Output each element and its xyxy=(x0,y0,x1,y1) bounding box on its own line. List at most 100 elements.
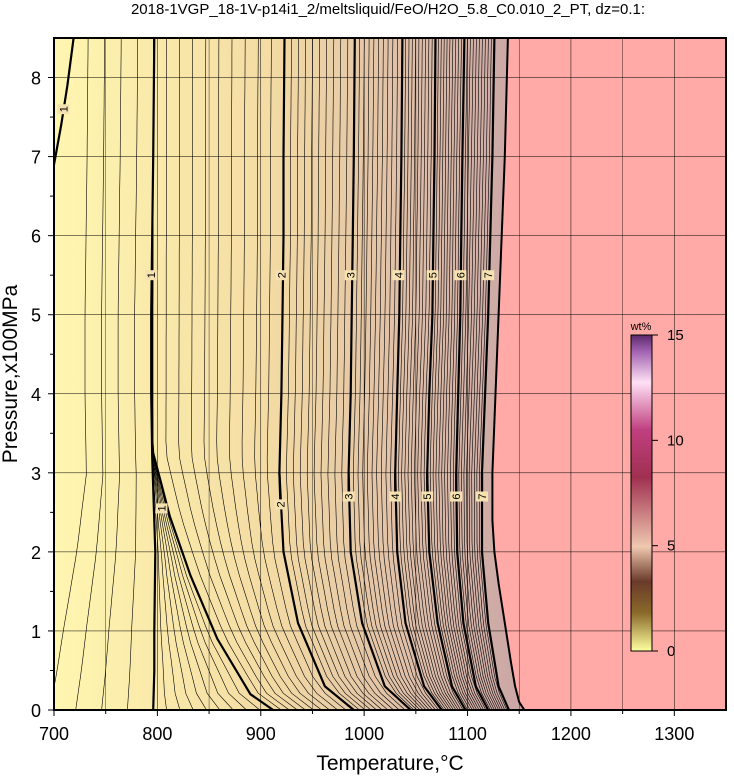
minor-contour-line xyxy=(468,38,499,710)
minor-contour-line xyxy=(229,38,322,710)
minor-contour-line xyxy=(410,38,454,710)
contour-label: 2 xyxy=(274,499,287,510)
y-tick-label: 2 xyxy=(31,543,41,563)
major-contour-line xyxy=(152,452,274,710)
minor-contour-line xyxy=(292,38,366,710)
minor-contour-line xyxy=(452,38,487,710)
major-contour-line xyxy=(150,38,157,710)
contour-label-bg xyxy=(392,270,405,281)
data-region xyxy=(54,38,525,710)
contour-label-text: 3 xyxy=(344,493,356,499)
contour-label-text: 1 xyxy=(146,272,158,278)
contour-label: 5 xyxy=(421,491,434,502)
contour-label-bg xyxy=(476,491,488,502)
y-axis-label: Pressure,x100MPa xyxy=(0,284,22,463)
chart-title: 2018-1VGP_18-1V-p14i1_2/meltsliquid/FeO/… xyxy=(131,1,645,18)
colorbar-tick-label: 15 xyxy=(667,327,684,344)
contour-label-text: 4 xyxy=(390,493,402,499)
contour-label-bg xyxy=(482,270,495,281)
minor-contour-line xyxy=(423,38,464,710)
minor-contour-line xyxy=(313,38,383,710)
contour-label: 3 xyxy=(344,270,358,281)
y-tick-label: 7 xyxy=(31,148,41,168)
contour-label-bg xyxy=(421,491,434,502)
contour-label-text: 1 xyxy=(157,505,169,511)
minor-contour-line xyxy=(178,38,290,710)
contour-label-text: 2 xyxy=(276,272,288,278)
y-axis-ticks: 0 1 2 3 4 5 6 7 8 xyxy=(31,69,54,721)
contour-label-text: 5 xyxy=(427,272,439,278)
minor-contour-line xyxy=(441,38,478,710)
major-contour-line xyxy=(278,472,282,505)
minor-contour-line xyxy=(461,38,493,710)
contour-label: 1 xyxy=(57,104,70,115)
x-tick-label: 1000 xyxy=(344,724,384,744)
contour-label: 7 xyxy=(476,491,489,502)
contour-label-bg xyxy=(342,491,355,502)
minor-contour-line xyxy=(306,38,377,710)
contour-label: 4 xyxy=(389,491,402,502)
y-tick-label: 4 xyxy=(31,385,41,405)
minor-contour-line xyxy=(353,38,415,710)
colorbar: wt% 0 5 10 15 xyxy=(630,321,684,660)
contour-label: 2 xyxy=(275,270,288,281)
data-boundary-line xyxy=(491,38,526,710)
contour-label: 6 xyxy=(454,270,467,281)
x-tick-label: 900 xyxy=(246,724,276,744)
contour-label-text: 6 xyxy=(451,493,463,499)
contour-label: 1 xyxy=(155,503,169,514)
minor-contour-line xyxy=(327,38,394,710)
minor-contour-line xyxy=(241,38,330,710)
major-contour-line xyxy=(278,38,355,710)
colorbar-tick-label: 0 xyxy=(667,643,675,660)
minor-contour-line xyxy=(432,38,471,710)
minor-contour-line xyxy=(254,38,338,710)
minor-contour-line xyxy=(463,38,495,710)
contour-label-bg xyxy=(275,270,288,281)
contour-label-bg xyxy=(454,270,467,281)
minor-contour-line xyxy=(320,38,389,710)
contour-label-text: 7 xyxy=(477,493,489,499)
minor-contour-line xyxy=(390,38,439,710)
minor-contour-line xyxy=(414,38,457,710)
minor-contour-line xyxy=(334,38,400,710)
grid-lines xyxy=(54,38,726,710)
colorbar-tick-label: 5 xyxy=(667,538,675,555)
minor-contour-line xyxy=(479,38,508,710)
y-tick-label: 6 xyxy=(31,227,41,247)
x-tick-label: 1200 xyxy=(551,724,591,744)
minor-contour-line xyxy=(385,38,436,710)
colorbar-ticks: 0 5 10 15 xyxy=(652,327,684,660)
minor-contour-line xyxy=(286,38,360,710)
contour-label-bg xyxy=(389,491,402,502)
minor-contour-line xyxy=(127,38,138,710)
y-tick-label: 0 xyxy=(31,701,41,721)
contour-label: 6 xyxy=(450,491,463,502)
contour-label-text: 5 xyxy=(422,493,434,499)
contour-label: 3 xyxy=(342,491,356,502)
minor-contour-line xyxy=(380,38,433,710)
major-contour-line xyxy=(480,38,510,710)
colorbar-unit: wt% xyxy=(630,321,652,333)
minor-contour-line xyxy=(101,38,122,710)
plot-frame xyxy=(53,37,727,711)
colorbar-tick-label: 10 xyxy=(667,432,684,449)
minor-contour-line xyxy=(362,38,421,710)
x-tick-label: 1300 xyxy=(654,724,694,744)
minor-contour-line xyxy=(447,38,482,710)
contour-labels: 1 1 1 2 2 3 3 4 4 5 5 6 6 7 7 xyxy=(57,104,495,514)
contour-label-bg xyxy=(145,270,158,281)
contour-label-bg xyxy=(450,491,463,502)
minor-contour-line xyxy=(266,38,346,710)
minor-contour-line xyxy=(203,38,306,710)
contour-label-text: 7 xyxy=(483,272,495,278)
contour-label: 5 xyxy=(426,270,439,281)
minor-contour-line xyxy=(376,38,430,710)
x-axis-label: Temperature,°C xyxy=(316,752,463,775)
minor-contour-line xyxy=(417,38,459,710)
minor-contour-line xyxy=(371,38,427,710)
minor-contour-line xyxy=(438,38,475,710)
minor-contour-line xyxy=(458,38,491,710)
minor-contour-line xyxy=(474,38,503,710)
